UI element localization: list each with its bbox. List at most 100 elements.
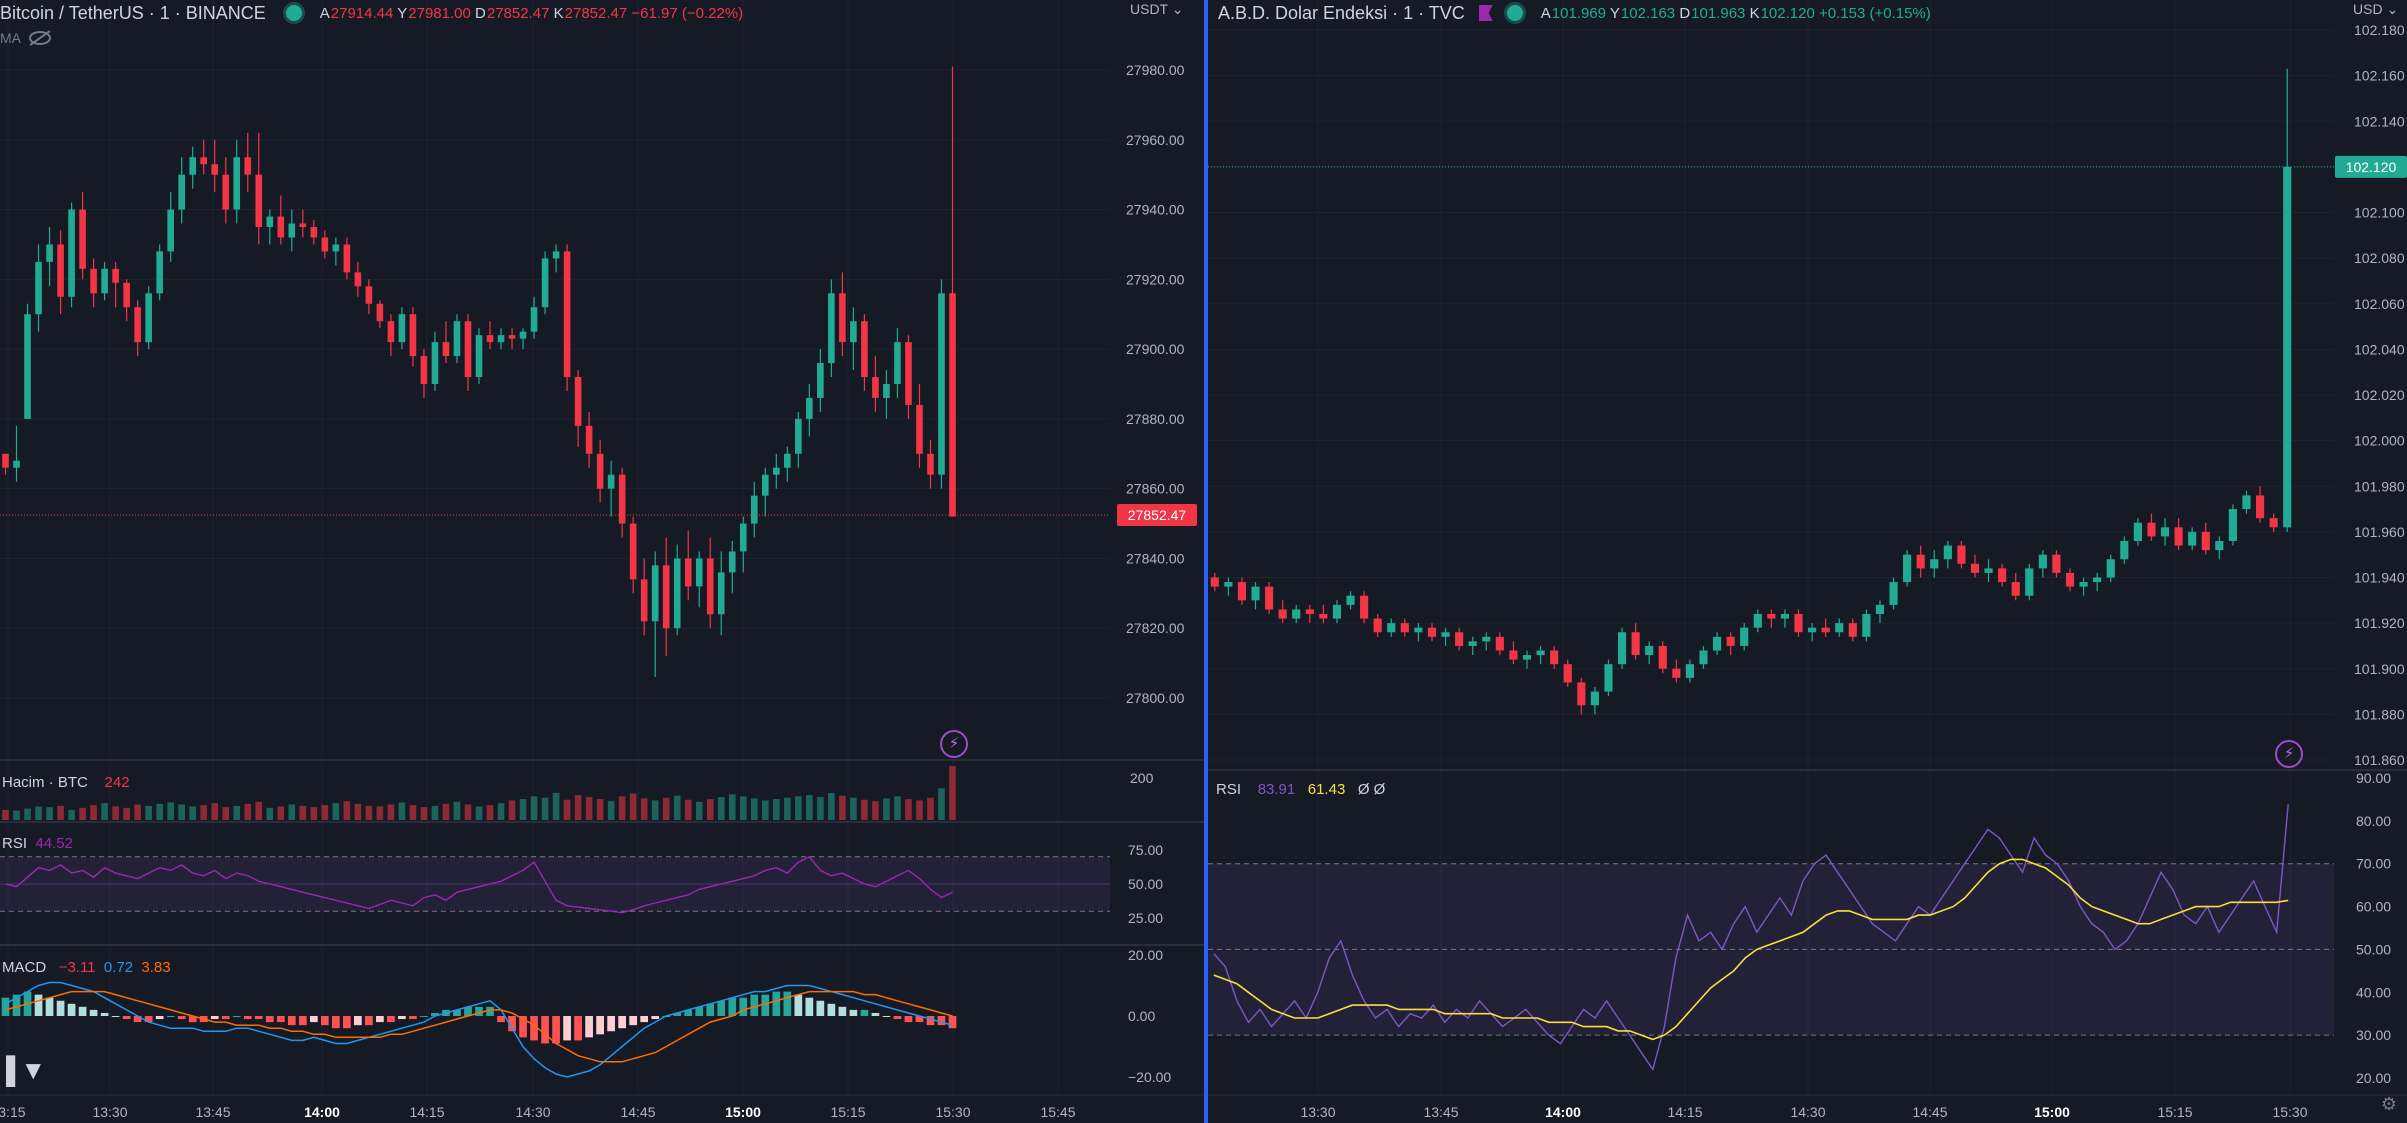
volume-bar	[255, 801, 263, 820]
macd-histogram-bar	[739, 997, 748, 1016]
macd-histogram-bar	[629, 1016, 638, 1026]
market-status-icon[interactable]	[285, 5, 302, 21]
price-tick-label: 101.920	[2354, 615, 2405, 631]
macd-histogram-bar	[45, 997, 54, 1016]
volume-bar	[750, 798, 758, 820]
rsi-tick-label: 80.00	[2356, 813, 2391, 829]
dxy-candle	[2269, 518, 2278, 528]
macd-histogram-bar	[276, 1016, 285, 1023]
btc-candle	[828, 293, 835, 364]
left-currency-selector[interactable]: USDT ⌄	[1130, 1, 1184, 17]
right-currency-selector[interactable]: USD ⌄	[2353, 1, 2399, 17]
right-symbol-title[interactable]: A.B.D. Dolar Endeksi · 1 · TVC	[1218, 2, 1465, 23]
time-tick-label: 15:00	[725, 1104, 761, 1120]
macd-histogram-bar	[926, 1016, 935, 1026]
btc-candle	[662, 565, 670, 629]
last-price-label: 27852.47	[1128, 507, 1187, 523]
left-chart-canvas[interactable]: 27980.00 27960.00 27940.00 27920.00 27900.00…	[0, 0, 1204, 1123]
macd-histogram-bar	[695, 1006, 704, 1016]
lightning-icon[interactable]: ⚡	[940, 730, 968, 758]
macd-value-3: 3.83	[141, 959, 171, 976]
rsi-extra: Ø Ø	[1357, 781, 1386, 798]
flag-icon[interactable]	[1478, 5, 1493, 21]
volume-bar	[387, 804, 395, 820]
btc-candle	[145, 293, 152, 343]
right-chart-panel[interactable]: 102.180 102.160 102.140 102.120 102.100 102.0…	[1208, 0, 2407, 1123]
panel-divider[interactable]	[1204, 0, 1208, 1123]
macd-histogram-bar	[188, 1016, 197, 1023]
rsi-tick-label: 70.00	[2356, 856, 2391, 872]
macd-histogram-bar	[298, 1016, 307, 1026]
volume-bar	[684, 799, 692, 820]
time-tick-label: 13:30	[1300, 1104, 1335, 1120]
macd-histogram-bar	[860, 1009, 869, 1016]
tradingview-logo-icon[interactable]: ▌▼	[6, 1055, 46, 1085]
time-tick-label: 14:15	[1667, 1104, 1702, 1120]
btc-candle	[938, 293, 945, 475]
eye-hidden-icon[interactable]	[29, 31, 51, 45]
volume-bar	[376, 806, 384, 820]
dxy-candle	[2255, 495, 2265, 519]
dxy-candle	[1862, 614, 1871, 637]
macd-histogram-bar	[155, 1016, 164, 1020]
volume-bar	[35, 806, 42, 820]
dxy-candle	[1590, 691, 1599, 706]
right-chart-canvas[interactable]: 102.180 102.160 102.140 102.120 102.100 102.0…	[1208, 0, 2407, 1123]
btc-candle	[673, 558, 681, 629]
dxy-candle	[1753, 614, 1762, 628]
macd-histogram-bar	[684, 1009, 693, 1016]
rsi-tick-label: 50.00	[2356, 941, 2391, 957]
macd-histogram-bar	[78, 1006, 87, 1016]
volume-bar	[530, 796, 538, 820]
macd-histogram-bar	[486, 1006, 494, 1016]
volume-bar	[101, 803, 108, 820]
btc-candle	[35, 261, 42, 315]
macd-histogram-bar	[1, 997, 10, 1016]
macd-histogram-bar	[596, 1016, 604, 1035]
volume-bar	[839, 795, 846, 820]
macd-histogram-bar	[574, 1016, 582, 1041]
btc-candle	[784, 453, 791, 468]
volume-bar	[817, 797, 824, 820]
btc-candle	[354, 272, 362, 287]
volume-bar	[266, 807, 274, 820]
btc-candle	[332, 244, 340, 252]
macd-histogram-bar	[618, 1016, 627, 1029]
btc-candle	[750, 495, 758, 524]
macd-label: MACD	[2, 959, 47, 976]
time-tick-label: 13:45	[195, 1104, 230, 1120]
price-tick-label: 102.080	[2354, 250, 2405, 266]
volume-bar	[640, 798, 648, 820]
btc-candle	[244, 157, 252, 175]
volume-bar	[519, 799, 527, 820]
left-symbol-title[interactable]: Bitcoin / TetherUS · 1 · BINANCE	[0, 2, 266, 23]
macd-histogram-bar	[34, 994, 43, 1016]
price-tick-label: 27920.00	[1126, 271, 1185, 287]
left-chart-panel[interactable]: 27980.00 27960.00 27940.00 27920.00 27900.00…	[0, 0, 1204, 1123]
volume-bar	[464, 804, 472, 820]
btc-candle	[574, 377, 582, 426]
volume-bar	[431, 805, 439, 820]
rsi-tick-label: 20.00	[2356, 1070, 2391, 1086]
dxy-candle	[2052, 554, 2061, 573]
macd-histogram-bar	[783, 991, 792, 1016]
dxy-candle	[1970, 563, 1980, 573]
dxy-candle	[2106, 559, 2115, 578]
volume-tick-label: 200	[1130, 770, 1154, 786]
dxy-candle	[1441, 632, 1450, 637]
volume-bar	[299, 805, 307, 820]
btc-candle	[376, 303, 384, 322]
rsi-value: 83.91	[1257, 781, 1296, 798]
macd-histogram-bar	[56, 1000, 65, 1016]
time-tick-label: 13:45	[1423, 1104, 1458, 1120]
macd-histogram-bar	[265, 1016, 274, 1023]
ma-indicator-legend[interactable]: MA	[0, 30, 51, 46]
macd-histogram-bar	[871, 1012, 880, 1016]
lightning-icon[interactable]: ⚡	[2275, 740, 2303, 768]
rsi-tick-label: 30.00	[2356, 1027, 2391, 1043]
macd-histogram-bar	[387, 1016, 395, 1023]
market-status-icon[interactable]	[1506, 5, 1523, 21]
btc-candle	[189, 157, 197, 175]
settings-gear-icon[interactable]: ⚙	[2380, 1094, 2397, 1114]
price-tick-label: 101.960	[2354, 524, 2405, 540]
